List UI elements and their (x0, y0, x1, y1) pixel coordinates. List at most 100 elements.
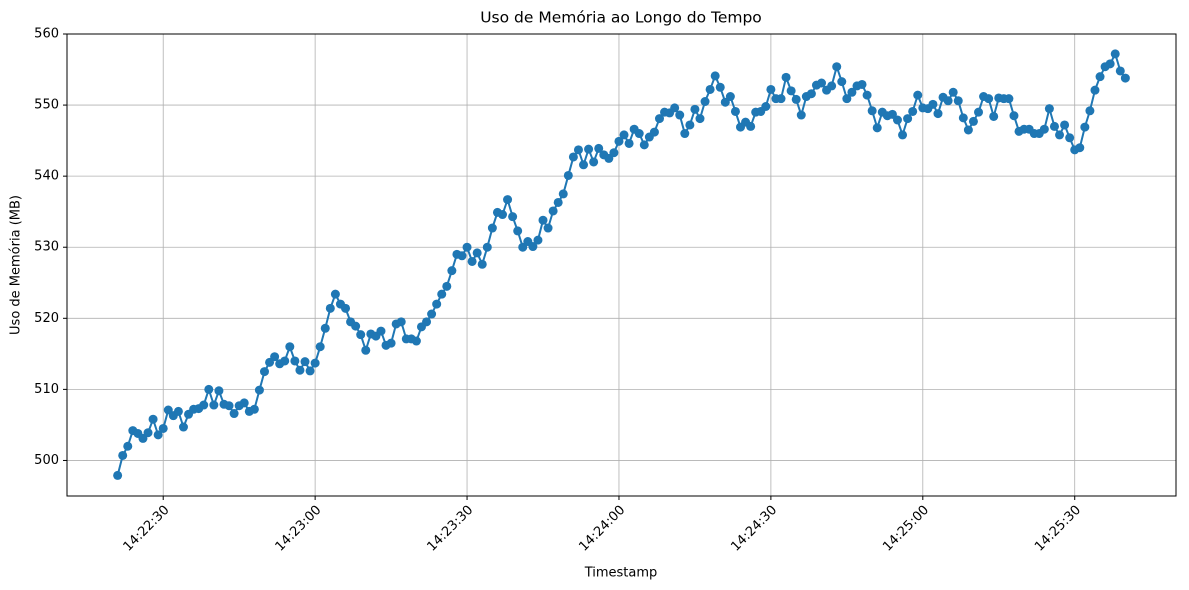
data-point (199, 400, 209, 410)
data-point (472, 248, 482, 258)
data-point (153, 430, 163, 440)
data-point (609, 148, 619, 158)
data-point (761, 101, 771, 111)
data-point (285, 342, 295, 352)
data-point (123, 441, 133, 451)
data-point (118, 450, 128, 460)
x-tick-label: 14:23:00 (273, 503, 325, 555)
data-point (781, 72, 791, 82)
data-point (270, 352, 280, 362)
data-point (427, 309, 437, 319)
data-point (690, 104, 700, 114)
data-point (670, 103, 680, 113)
data-point (497, 210, 507, 220)
plot-frame (66, 33, 1177, 497)
data-point (148, 414, 158, 424)
data-point (948, 87, 958, 97)
data-point (558, 189, 568, 199)
data-point (989, 111, 999, 121)
x-axis-label: Timestamp (584, 566, 658, 581)
data-point (330, 289, 340, 299)
data-point (1039, 124, 1049, 134)
data-point (943, 96, 953, 106)
y-tick-label: 510 (34, 382, 59, 397)
data-point (325, 303, 335, 313)
data-point (376, 326, 386, 336)
data-point (776, 94, 786, 104)
x-tick-label: 14:24:30 (728, 503, 780, 555)
data-point (315, 342, 325, 352)
data-point (1044, 104, 1054, 114)
y-tick-label: 540 (34, 169, 59, 184)
data-point (913, 90, 923, 100)
data-point (224, 401, 234, 411)
data-point (467, 256, 477, 266)
data-point (680, 129, 690, 139)
data-point (837, 77, 847, 87)
y-axis-label: Uso de Memória (MB) (9, 195, 24, 335)
data-point (928, 99, 938, 109)
data-point (442, 281, 452, 291)
data-point (685, 120, 695, 130)
data-point (1049, 121, 1059, 131)
data-point (872, 123, 882, 133)
data-point (867, 106, 877, 116)
data-point (715, 82, 725, 92)
data-point (1004, 94, 1014, 104)
data-point (396, 317, 406, 327)
data-point (351, 321, 361, 331)
data-point (143, 428, 153, 438)
data-point (553, 197, 563, 207)
data-point (411, 336, 421, 346)
data-point (730, 106, 740, 116)
data-point (584, 144, 594, 154)
data-point (649, 127, 659, 137)
data-point (746, 121, 756, 131)
data-point (908, 106, 918, 116)
data-point (695, 114, 705, 124)
data-point (568, 152, 578, 162)
chart-title: Uso de Memória ao Longo do Tempo (480, 9, 762, 27)
data-point (214, 386, 224, 396)
data-point (953, 96, 963, 106)
data-point (280, 356, 290, 366)
data-point (614, 136, 624, 146)
data-point (842, 94, 852, 104)
data-point (229, 409, 239, 419)
data-point (356, 330, 366, 340)
data-point (209, 400, 219, 410)
data-point (1095, 72, 1105, 82)
data-point (639, 140, 649, 150)
data-point (654, 114, 664, 124)
data-point (447, 266, 457, 276)
data-point (113, 470, 123, 480)
data-point (1090, 85, 1100, 95)
data-point (791, 94, 801, 104)
data-point (847, 87, 857, 97)
data-point (487, 223, 497, 233)
data-point (710, 71, 720, 81)
data-point (249, 404, 259, 414)
data-point (1110, 49, 1120, 59)
x-tick-label: 14:25:30 (1032, 503, 1084, 555)
data-point (589, 157, 599, 167)
data-point (857, 79, 867, 89)
data-point (963, 125, 973, 135)
data-point (705, 84, 715, 94)
data-point (786, 86, 796, 96)
data-point (933, 109, 943, 119)
data-point (204, 384, 214, 394)
data-point (903, 114, 913, 124)
data-point (806, 89, 816, 99)
data-point (1055, 130, 1065, 140)
data-point (1120, 73, 1130, 83)
data-point (422, 317, 432, 327)
data-point (1075, 143, 1085, 153)
data-point (295, 365, 305, 375)
data-point (508, 212, 518, 222)
y-tick-label: 530 (34, 240, 59, 255)
data-point (513, 226, 523, 236)
data-point (1105, 59, 1115, 69)
data-point (290, 356, 300, 366)
